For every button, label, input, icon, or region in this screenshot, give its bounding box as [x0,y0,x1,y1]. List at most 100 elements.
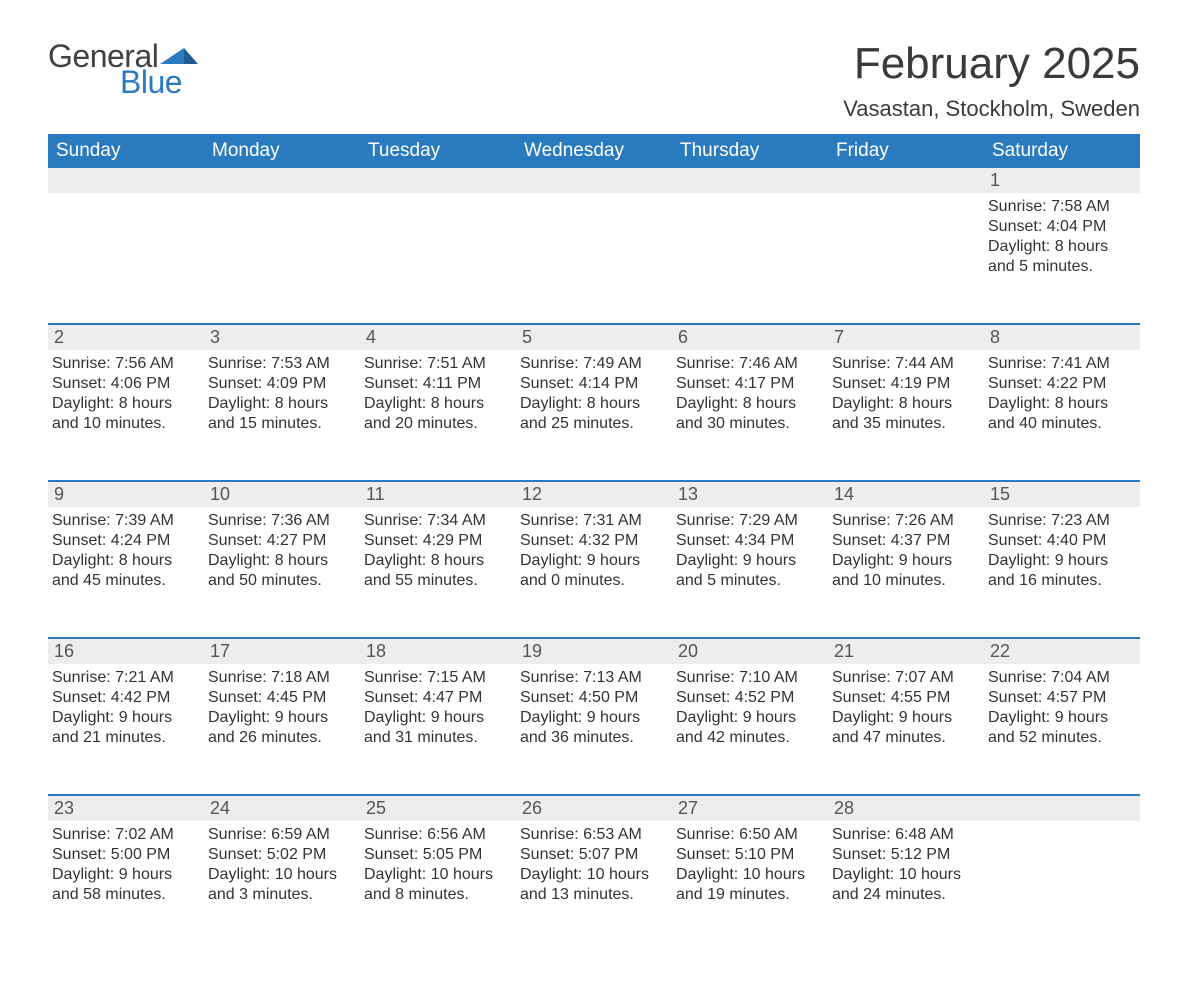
day-info-line: Daylight: 8 hours and 20 minutes. [364,394,508,434]
day-info-line: Sunset: 4:40 PM [988,531,1132,551]
day-cell [48,193,204,323]
day-info-line: Sunrise: 7:23 AM [988,511,1132,531]
day-number: 28 [828,796,984,821]
day-number: 16 [48,639,204,664]
day-content: Sunrise: 7:49 AMSunset: 4:14 PMDaylight:… [518,350,666,434]
day-number: 4 [360,325,516,350]
day-info-line: Sunset: 4:32 PM [520,531,664,551]
day-info-line: Daylight: 10 hours and 24 minutes. [832,865,976,905]
day-number: 13 [672,482,828,507]
day-info-line: Sunrise: 7:31 AM [520,511,664,531]
day-cell: Sunrise: 7:34 AMSunset: 4:29 PMDaylight:… [360,507,516,637]
day-cell: Sunrise: 7:39 AMSunset: 4:24 PMDaylight:… [48,507,204,637]
day-info-line: Sunrise: 7:04 AM [988,668,1132,688]
day-info-line: Sunset: 5:00 PM [52,845,196,865]
day-cell: Sunrise: 7:02 AMSunset: 5:00 PMDaylight:… [48,821,204,951]
dow-saturday: Saturday [984,134,1140,168]
day-info-line: Daylight: 9 hours and 16 minutes. [988,551,1132,591]
weeks-container: 1Sunrise: 7:58 AMSunset: 4:04 PMDaylight… [48,168,1140,951]
day-content [830,193,978,197]
day-content: Sunrise: 7:15 AMSunset: 4:47 PMDaylight:… [362,664,510,748]
day-info-line: Sunset: 4:47 PM [364,688,508,708]
day-content [50,193,198,197]
week-number-row: 2345678 [48,323,1140,350]
day-info-line: Daylight: 9 hours and 42 minutes. [676,708,820,748]
day-cell: Sunrise: 7:29 AMSunset: 4:34 PMDaylight:… [672,507,828,637]
title-block: February 2025 Vasastan, Stockholm, Swede… [843,40,1140,122]
dow-tuesday: Tuesday [360,134,516,168]
day-cell: Sunrise: 7:51 AMSunset: 4:11 PMDaylight:… [360,350,516,480]
day-cell: Sunrise: 7:46 AMSunset: 4:17 PMDaylight:… [672,350,828,480]
day-cell: Sunrise: 7:18 AMSunset: 4:45 PMDaylight:… [204,664,360,794]
day-cell: Sunrise: 7:21 AMSunset: 4:42 PMDaylight:… [48,664,204,794]
day-content: Sunrise: 6:53 AMSunset: 5:07 PMDaylight:… [518,821,666,905]
day-content: Sunrise: 7:18 AMSunset: 4:45 PMDaylight:… [206,664,354,748]
day-info-line: Sunrise: 7:53 AM [208,354,352,374]
day-cell: Sunrise: 6:53 AMSunset: 5:07 PMDaylight:… [516,821,672,951]
week-row: Sunrise: 7:58 AMSunset: 4:04 PMDaylight:… [48,193,1140,323]
day-content: Sunrise: 7:13 AMSunset: 4:50 PMDaylight:… [518,664,666,748]
day-info-line: Sunset: 4:22 PM [988,374,1132,394]
day-content: Sunrise: 7:58 AMSunset: 4:04 PMDaylight:… [986,193,1134,277]
day-info-line: Sunset: 4:29 PM [364,531,508,551]
day-number: 3 [204,325,360,350]
day-content: Sunrise: 7:26 AMSunset: 4:37 PMDaylight:… [830,507,978,591]
day-number: 17 [204,639,360,664]
calendar-page: General Blue February 2025 Vasastan, Sto… [0,0,1188,991]
dow-wednesday: Wednesday [516,134,672,168]
day-number: 24 [204,796,360,821]
day-content: Sunrise: 7:46 AMSunset: 4:17 PMDaylight:… [674,350,822,434]
day-content: Sunrise: 7:53 AMSunset: 4:09 PMDaylight:… [206,350,354,434]
day-number [360,168,516,193]
day-number: 15 [984,482,1140,507]
dow-monday: Monday [204,134,360,168]
day-content: Sunrise: 6:56 AMSunset: 5:05 PMDaylight:… [362,821,510,905]
day-cell: Sunrise: 6:50 AMSunset: 5:10 PMDaylight:… [672,821,828,951]
day-number: 2 [48,325,204,350]
day-info-line: Daylight: 9 hours and 47 minutes. [832,708,976,748]
week-number-row: 16171819202122 [48,637,1140,664]
day-info-line: Daylight: 10 hours and 13 minutes. [520,865,664,905]
day-number: 1 [984,168,1140,193]
day-cell: Sunrise: 6:48 AMSunset: 5:12 PMDaylight:… [828,821,984,951]
day-content [206,193,354,197]
day-info-line: Sunrise: 7:49 AM [520,354,664,374]
day-number [516,168,672,193]
day-content: Sunrise: 7:36 AMSunset: 4:27 PMDaylight:… [206,507,354,591]
day-info-line: Sunset: 4:37 PM [832,531,976,551]
day-cell: Sunrise: 7:58 AMSunset: 4:04 PMDaylight:… [984,193,1140,323]
day-number: 5 [516,325,672,350]
logo: General Blue [48,40,198,98]
day-info-line: Sunrise: 6:56 AM [364,825,508,845]
day-info-line: Sunrise: 6:50 AM [676,825,820,845]
day-info-line: Sunrise: 7:29 AM [676,511,820,531]
day-content: Sunrise: 7:04 AMSunset: 4:57 PMDaylight:… [986,664,1134,748]
day-content: Sunrise: 7:44 AMSunset: 4:19 PMDaylight:… [830,350,978,434]
day-number [48,168,204,193]
day-number: 7 [828,325,984,350]
day-number [828,168,984,193]
day-cell: Sunrise: 6:56 AMSunset: 5:05 PMDaylight:… [360,821,516,951]
day-number: 19 [516,639,672,664]
day-info-line: Daylight: 8 hours and 40 minutes. [988,394,1132,434]
day-number: 23 [48,796,204,821]
day-cell: Sunrise: 7:53 AMSunset: 4:09 PMDaylight:… [204,350,360,480]
day-info-line: Sunrise: 7:02 AM [52,825,196,845]
day-content: Sunrise: 7:23 AMSunset: 4:40 PMDaylight:… [986,507,1134,591]
day-info-line: Sunrise: 7:13 AM [520,668,664,688]
day-cell: Sunrise: 7:56 AMSunset: 4:06 PMDaylight:… [48,350,204,480]
day-info-line: Sunset: 4:04 PM [988,217,1132,237]
day-info-line: Sunset: 4:27 PM [208,531,352,551]
day-number: 27 [672,796,828,821]
day-info-line: Sunrise: 7:21 AM [52,668,196,688]
day-content [986,821,1134,825]
day-number: 11 [360,482,516,507]
day-content: Sunrise: 7:34 AMSunset: 4:29 PMDaylight:… [362,507,510,591]
day-cell [984,821,1140,951]
day-info-line: Daylight: 9 hours and 5 minutes. [676,551,820,591]
day-info-line: Sunset: 4:11 PM [364,374,508,394]
week-row: Sunrise: 7:39 AMSunset: 4:24 PMDaylight:… [48,507,1140,637]
day-cell: Sunrise: 7:31 AMSunset: 4:32 PMDaylight:… [516,507,672,637]
day-number: 12 [516,482,672,507]
day-content [518,193,666,197]
